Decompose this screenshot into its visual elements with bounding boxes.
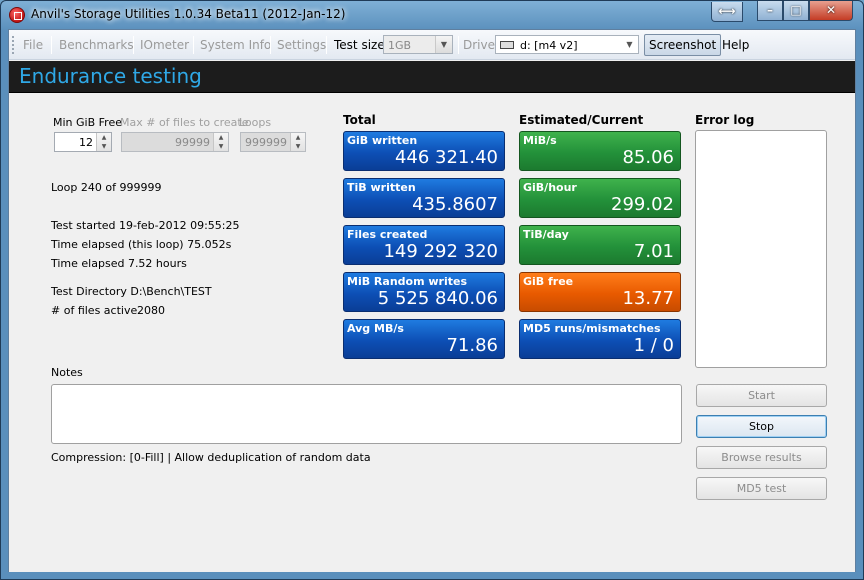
loops-input[interactable]: 999999 ▲ ▼ [240, 132, 306, 152]
min-free-label: Min GiB Free [53, 116, 122, 129]
tile-md5-runs: MD5 runs/mismatches 1 / 0 [519, 319, 681, 359]
spinner-arrows-icon[interactable]: ▲ ▼ [213, 133, 228, 151]
tile-label: MD5 runs/mismatches [523, 322, 661, 335]
tile-value: 149 292 320 [383, 241, 498, 262]
tile-value: 5 525 840.06 [377, 288, 498, 309]
drive-select[interactable]: d: [m4 v2] ▼ [495, 35, 639, 54]
test-size-label: Test size [334, 38, 385, 52]
tile-label: MiB/s [523, 134, 557, 147]
test-size-select[interactable]: 1GB ▼ [383, 35, 453, 54]
tile-label: GiB written [347, 134, 418, 147]
loop-status: Loop 240 of 999999 [51, 181, 162, 194]
menu-help[interactable]: Help [722, 38, 750, 52]
tile-label: GiB/hour [523, 181, 577, 194]
title-bar: Anvil's Storage Utilities 1.0.34 Beta11 … [1, 1, 863, 29]
tile-label: MiB Random writes [347, 275, 468, 288]
chevron-down-icon: ▼ [435, 36, 452, 53]
toolbar-grip[interactable] [12, 36, 15, 54]
minimize-button[interactable]: – [757, 1, 783, 21]
close-button[interactable]: ✕ [809, 1, 853, 21]
tile-value: 7.01 [633, 241, 674, 262]
menu-system-info[interactable]: System Info [200, 38, 272, 52]
page-title: Endurance testing [19, 64, 202, 88]
tile-tib-written: TiB written 435.8607 [343, 178, 505, 218]
tile-gib-free: GiB free 13.77 [519, 272, 681, 312]
tile-value: 85.06 [622, 147, 674, 168]
menu-bar: File Benchmarks IOmeter System Info Sett… [9, 30, 855, 60]
tile-gib-per-hour: GiB/hour 299.02 [519, 178, 681, 218]
drive-label: Drive [463, 38, 495, 52]
max-files-label: Max # of files to create [120, 116, 249, 129]
min-free-input[interactable]: 12 ▲ ▼ [54, 132, 112, 152]
tile-value: 1 / 0 [633, 335, 674, 356]
tile-mib-random-writes: MiB Random writes 5 525 840.06 [343, 272, 505, 312]
anvil-app-icon [9, 7, 25, 23]
page-header: Endurance testing [9, 61, 855, 93]
tile-label: GiB free [523, 275, 574, 288]
screenshot-button[interactable]: Screenshot [644, 34, 722, 56]
resize-icon[interactable]: ⟷ [711, 2, 743, 22]
menu-separator [51, 36, 52, 54]
tile-value: 435.8607 [412, 194, 498, 215]
time-elapsed: Time elapsed 7.52 hours [51, 257, 187, 270]
notes-textarea[interactable] [51, 384, 682, 444]
tile-value: 13.77 [622, 288, 674, 309]
menu-separator [326, 36, 327, 54]
loops-label: Loops [239, 116, 272, 129]
menu-settings[interactable]: Settings [277, 38, 327, 52]
endurance-panel: Min GiB Free 12 ▲ ▼ Max # of files to cre… [9, 94, 855, 572]
files-active-value: 2080 [137, 304, 165, 317]
tile-tib-per-day: TiB/day 7.01 [519, 225, 681, 265]
maximize-button[interactable]: □ [783, 1, 809, 21]
start-button[interactable]: Start [696, 384, 827, 407]
spinner-arrows-icon[interactable]: ▲ ▼ [290, 133, 305, 151]
menu-iometer[interactable]: IOmeter [140, 38, 190, 52]
estimated-heading: Estimated/Current [519, 113, 644, 127]
menu-file[interactable]: File [23, 38, 44, 52]
md5-test-button[interactable]: MD5 test [696, 477, 827, 500]
tile-value: 446 321.40 [394, 147, 498, 168]
tile-label: Files created [347, 228, 428, 241]
tile-value: 299.02 [611, 194, 674, 215]
notes-label: Notes [51, 366, 83, 379]
spinner-arrows-icon[interactable]: ▲ ▼ [96, 133, 111, 151]
error-log-heading: Error log [695, 113, 755, 127]
loops-value: 999999 [245, 136, 287, 149]
tile-mib-per-s: MiB/s 85.06 [519, 131, 681, 171]
menu-separator [193, 36, 194, 54]
tile-avg-mbs: Avg MB/s 71.86 [343, 319, 505, 359]
tile-label: TiB written [347, 181, 416, 194]
browse-results-button[interactable]: Browse results [696, 446, 827, 469]
window-title: Anvil's Storage Utilities 1.0.34 Beta11 … [31, 7, 346, 21]
chevron-down-icon: ▼ [621, 36, 638, 53]
drive-value: d: [m4 v2] [520, 39, 578, 52]
tile-files-created: Files created 149 292 320 [343, 225, 505, 265]
tile-label: Avg MB/s [347, 322, 404, 335]
client-area: File Benchmarks IOmeter System Info Sett… [8, 29, 856, 572]
min-free-value: 12 [79, 136, 93, 149]
tile-value: 71.86 [446, 335, 498, 356]
test-size-value: 1GB [388, 39, 412, 52]
menu-benchmarks[interactable]: Benchmarks [59, 38, 134, 52]
files-active-label: # of files active [51, 304, 138, 317]
menu-separator [133, 36, 134, 54]
menu-separator [270, 36, 271, 54]
menu-separator [458, 36, 459, 54]
drive-icon [500, 41, 514, 49]
max-files-input[interactable]: 99999 ▲ ▼ [121, 132, 229, 152]
test-directory: Test Directory D:\Bench\TEST [51, 285, 212, 298]
compression-info: Compression: [0-Fill] | Allow deduplicat… [51, 451, 371, 464]
window-bottom-border [8, 572, 856, 578]
max-files-value: 99999 [175, 136, 210, 149]
stop-button[interactable]: Stop [696, 415, 827, 438]
total-heading: Total [343, 113, 376, 127]
error-log-textarea[interactable] [695, 130, 827, 368]
test-started: Test started 19-feb-2012 09:55:25 [51, 219, 240, 232]
tile-label: TiB/day [523, 228, 569, 241]
tile-gib-written: GiB written 446 321.40 [343, 131, 505, 171]
time-elapsed-loop: Time elapsed (this loop) 75.052s [51, 238, 232, 251]
